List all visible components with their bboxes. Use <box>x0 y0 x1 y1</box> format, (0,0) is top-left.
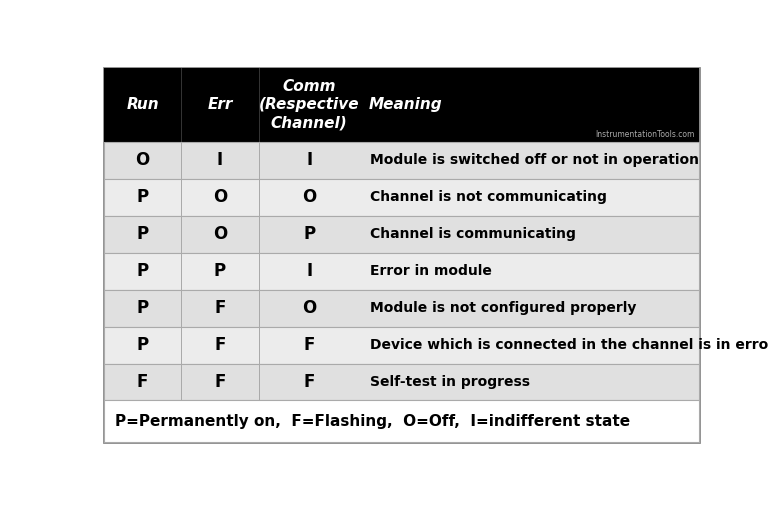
Bar <box>259 216 260 253</box>
Bar <box>181 326 182 363</box>
Text: Comm
(Respective
Channel): Comm (Respective Channel) <box>259 79 359 131</box>
Text: P: P <box>137 336 148 354</box>
Bar <box>259 253 260 289</box>
Text: P: P <box>303 225 315 243</box>
Bar <box>181 216 182 253</box>
Bar <box>104 179 699 216</box>
Text: P: P <box>137 262 148 280</box>
Bar <box>259 179 260 216</box>
Bar <box>181 68 182 142</box>
Text: I: I <box>306 151 312 169</box>
Text: P: P <box>137 188 148 206</box>
Bar <box>181 253 182 289</box>
Bar <box>359 216 360 253</box>
Text: Module is not configured properly: Module is not configured properly <box>370 301 637 315</box>
Text: Error in module: Error in module <box>370 264 492 278</box>
Bar <box>259 68 260 142</box>
Text: InstrumentationTools.com: InstrumentationTools.com <box>596 130 695 139</box>
Text: Channel is communicating: Channel is communicating <box>370 227 576 241</box>
Text: I: I <box>306 262 312 280</box>
Text: P: P <box>137 299 148 317</box>
Bar <box>359 253 360 289</box>
Bar <box>359 179 360 216</box>
Bar <box>259 142 260 179</box>
Bar <box>259 326 260 363</box>
Text: Err: Err <box>207 97 233 112</box>
Bar <box>359 289 360 326</box>
Text: Device which is connected in the channel is in error: Device which is connected in the channel… <box>370 338 768 352</box>
Bar <box>359 142 360 179</box>
Bar <box>181 289 182 326</box>
Text: Run: Run <box>126 97 159 112</box>
Text: O: O <box>302 299 316 317</box>
Text: F: F <box>303 373 315 391</box>
Bar <box>259 363 260 400</box>
Bar <box>181 179 182 216</box>
Bar <box>104 253 699 289</box>
Bar <box>359 326 360 363</box>
Bar <box>104 68 699 142</box>
Bar <box>259 289 260 326</box>
Text: F: F <box>214 336 226 354</box>
Bar <box>104 326 699 363</box>
Text: I: I <box>217 151 223 169</box>
Text: F: F <box>303 336 315 354</box>
Bar <box>104 142 699 179</box>
Bar <box>104 216 699 253</box>
Text: O: O <box>135 151 150 169</box>
Bar <box>104 400 699 442</box>
Bar <box>104 363 699 400</box>
Text: O: O <box>213 225 227 243</box>
Text: P: P <box>214 262 226 280</box>
Bar <box>181 142 182 179</box>
Text: O: O <box>213 188 227 206</box>
Bar <box>359 363 360 400</box>
Text: Module is switched off or not in operation: Module is switched off or not in operati… <box>370 153 700 167</box>
Text: F: F <box>137 373 148 391</box>
Bar <box>104 289 699 326</box>
Text: Self-test in progress: Self-test in progress <box>370 375 531 389</box>
Text: F: F <box>214 373 226 391</box>
Text: P: P <box>137 225 148 243</box>
Text: F: F <box>214 299 226 317</box>
Bar <box>181 363 182 400</box>
Text: Channel is not communicating: Channel is not communicating <box>370 190 607 204</box>
Text: O: O <box>302 188 316 206</box>
Text: Meaning: Meaning <box>369 97 442 112</box>
Bar <box>359 68 360 142</box>
Text: P=Permanently on,  F=Flashing,  O=Off,  I=indifferent state: P=Permanently on, F=Flashing, O=Off, I=i… <box>114 414 630 429</box>
